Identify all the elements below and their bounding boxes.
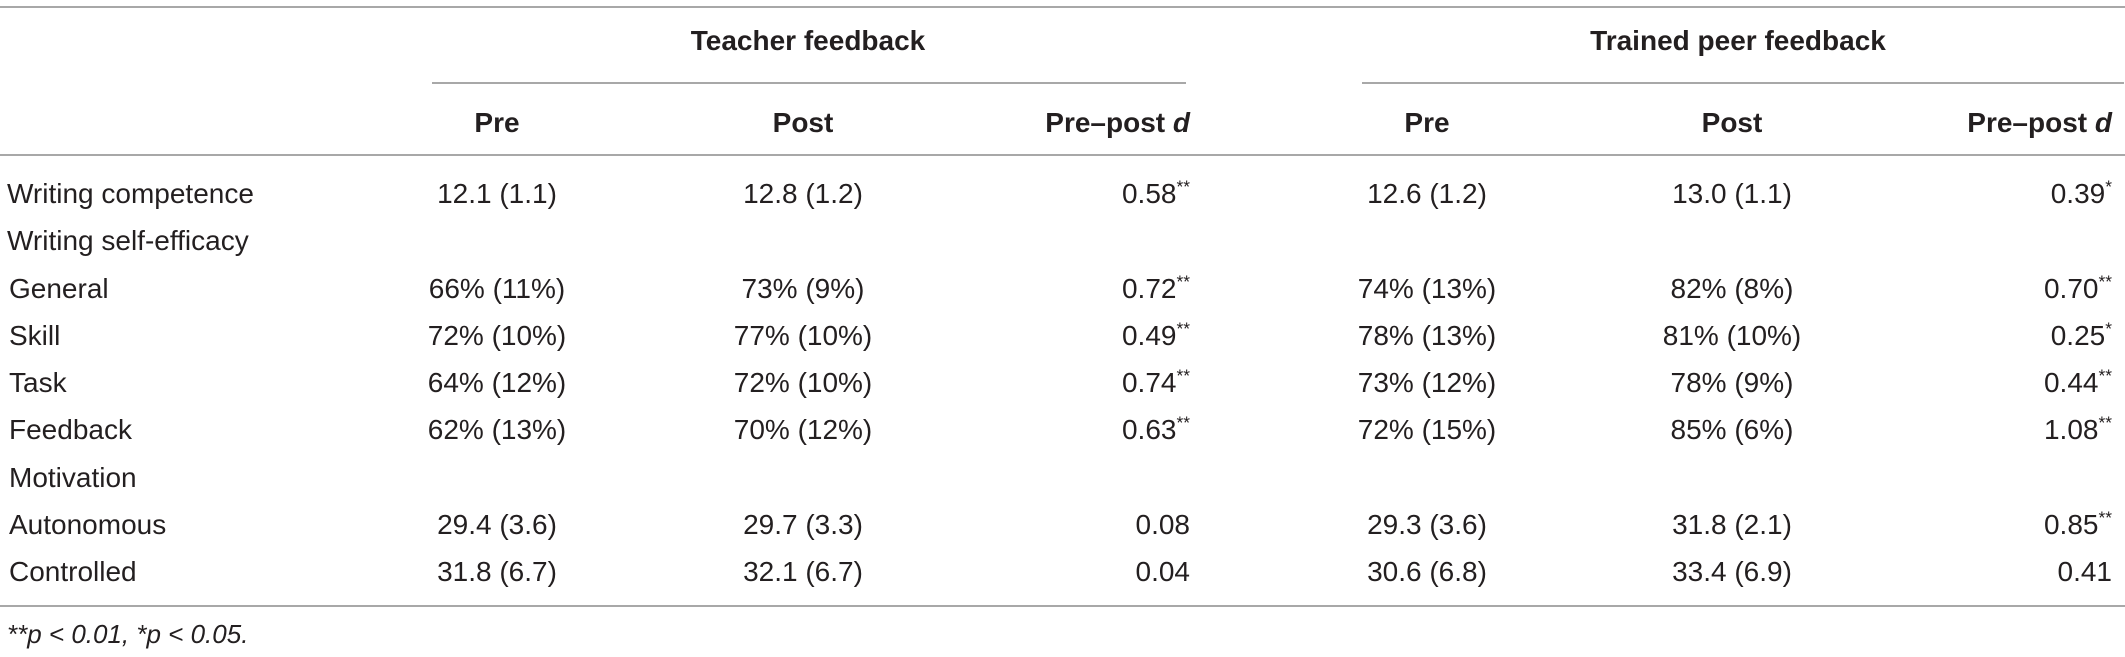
table-cell: 0.08 xyxy=(1135,509,1191,540)
row-label: General xyxy=(9,273,109,304)
significance-marker: ** xyxy=(1176,412,1190,433)
top-rule xyxy=(0,6,2125,8)
table-cell: 13.0 (1.1) xyxy=(1672,178,1792,209)
row-label: Writing self-efficacy xyxy=(7,225,249,256)
teacher-group-rule xyxy=(432,82,1186,84)
column-header-text: Pre–post xyxy=(1967,107,2095,138)
significance-marker: ** xyxy=(1176,176,1190,197)
table-cell: 33.4 (6.9) xyxy=(1672,556,1792,587)
peer-group-rule xyxy=(1362,82,2124,84)
table-cell: 0.74** xyxy=(1122,366,1190,400)
column-header-text: Pre xyxy=(474,107,520,138)
column-header: Pre xyxy=(1404,106,1449,140)
table-cell: 0.25* xyxy=(2051,319,2112,353)
footnote: **p < 0.01, *p < 0.05. xyxy=(7,619,249,649)
significance-marker: ** xyxy=(1176,365,1190,386)
table-cell: 81% (10%) xyxy=(1662,320,1802,351)
row-label: Task xyxy=(9,367,67,398)
significance-marker: ** xyxy=(2098,507,2112,528)
table-cell: 31.8 (6.7) xyxy=(437,556,557,587)
table-cell: 0.39* xyxy=(2051,177,2112,211)
effect-size-symbol: d xyxy=(2094,107,2112,138)
table-cell: 82% (8%) xyxy=(1670,273,1794,304)
row-label: Autonomous xyxy=(9,509,167,540)
column-header: Pre xyxy=(474,106,519,140)
column-header: Pre–post d xyxy=(1967,106,2112,140)
column-header-text: Post xyxy=(772,107,834,138)
cell-value: 0.85 xyxy=(2043,509,2099,540)
table-cell: 0.49** xyxy=(1122,319,1190,353)
cell-value: 0.70 xyxy=(2043,273,2099,304)
table-cell: 62% (13%) xyxy=(427,414,567,445)
table-cell: 0.41 xyxy=(2057,556,2113,587)
column-header-text: Post xyxy=(1701,107,1763,138)
table-cell: 0.04 xyxy=(1135,556,1191,587)
row-label: Motivation xyxy=(9,462,137,493)
cell-value: 0.72 xyxy=(1121,273,1177,304)
cell-value: 0.25 xyxy=(2050,320,2106,351)
table-cell: 12.6 (1.2) xyxy=(1367,178,1487,209)
row-label: Controlled xyxy=(9,556,137,587)
significance-marker: ** xyxy=(2098,271,2112,292)
table-cell: 0.63** xyxy=(1122,413,1190,447)
table-cell: 32.1 (6.7) xyxy=(743,556,863,587)
table-cell: 12.8 (1.2) xyxy=(743,178,863,209)
table-cell: 31.8 (2.1) xyxy=(1672,509,1792,540)
table-cell: 0.58** xyxy=(1122,177,1190,211)
table-cell: 29.3 (3.6) xyxy=(1367,509,1487,540)
significance-marker: ** xyxy=(2098,365,2112,386)
table-cell: 74% (13%) xyxy=(1357,273,1497,304)
significance-marker: * xyxy=(2105,176,2112,197)
row-label: Writing competence xyxy=(7,178,254,209)
effect-size-symbol: d xyxy=(1172,107,1190,138)
column-header-text: Pre–post xyxy=(1045,107,1173,138)
table-cell: 0.70** xyxy=(2044,272,2112,306)
table-cell: 77% (10%) xyxy=(733,320,873,351)
significance-marker: ** xyxy=(1176,318,1190,339)
group-header: Teacher feedback xyxy=(690,25,926,56)
row-label: Skill xyxy=(9,320,61,351)
table-cell: 78% (13%) xyxy=(1357,320,1497,351)
table-bottom-rule xyxy=(0,605,2125,607)
column-header: Post xyxy=(1702,106,1763,140)
table-cell: 66% (11%) xyxy=(428,273,566,304)
significance-marker: * xyxy=(2105,318,2112,339)
cell-value: 0.39 xyxy=(2050,178,2106,209)
column-header: Pre–post d xyxy=(1045,106,1190,140)
table-cell: 0.44** xyxy=(2044,366,2112,400)
table-cell: 29.4 (3.6) xyxy=(437,509,557,540)
table-cell: 85% (6%) xyxy=(1670,414,1794,445)
cell-value: 0.49 xyxy=(1121,320,1177,351)
cell-value: 0.58 xyxy=(1121,178,1177,209)
table-cell: 0.72** xyxy=(1122,272,1190,306)
column-header-text: Pre xyxy=(1404,107,1450,138)
table-cell: 72% (10%) xyxy=(427,320,567,351)
significance-marker: ** xyxy=(1176,271,1190,292)
table-cell: 64% (12%) xyxy=(427,367,567,398)
table-cell: 70% (12%) xyxy=(733,414,873,445)
cell-value: 0.74 xyxy=(1121,367,1177,398)
table-cell: 1.08** xyxy=(2044,413,2112,447)
table-cell: 30.6 (6.8) xyxy=(1367,556,1487,587)
table-cell: 73% (12%) xyxy=(1357,367,1497,398)
group-header: Trained peer feedback xyxy=(1590,25,1886,56)
table-cell: 0.85** xyxy=(2044,508,2112,542)
header-bottom-rule xyxy=(0,154,2125,156)
cell-value: 0.63 xyxy=(1121,414,1177,445)
table-cell: 72% (15%) xyxy=(1357,414,1497,445)
row-label: Feedback xyxy=(9,414,132,445)
cell-value: 0.44 xyxy=(2043,367,2099,398)
table-cell: 12.1 (1.1) xyxy=(437,178,557,209)
column-header: Post xyxy=(773,106,834,140)
significance-marker: ** xyxy=(2098,412,2112,433)
table-cell: 78% (9%) xyxy=(1670,367,1794,398)
table-cell: 29.7 (3.3) xyxy=(743,509,863,540)
table-cell: 72% (10%) xyxy=(733,367,873,398)
cell-value: 1.08 xyxy=(2043,414,2099,445)
table-cell: 73% (9%) xyxy=(741,273,865,304)
